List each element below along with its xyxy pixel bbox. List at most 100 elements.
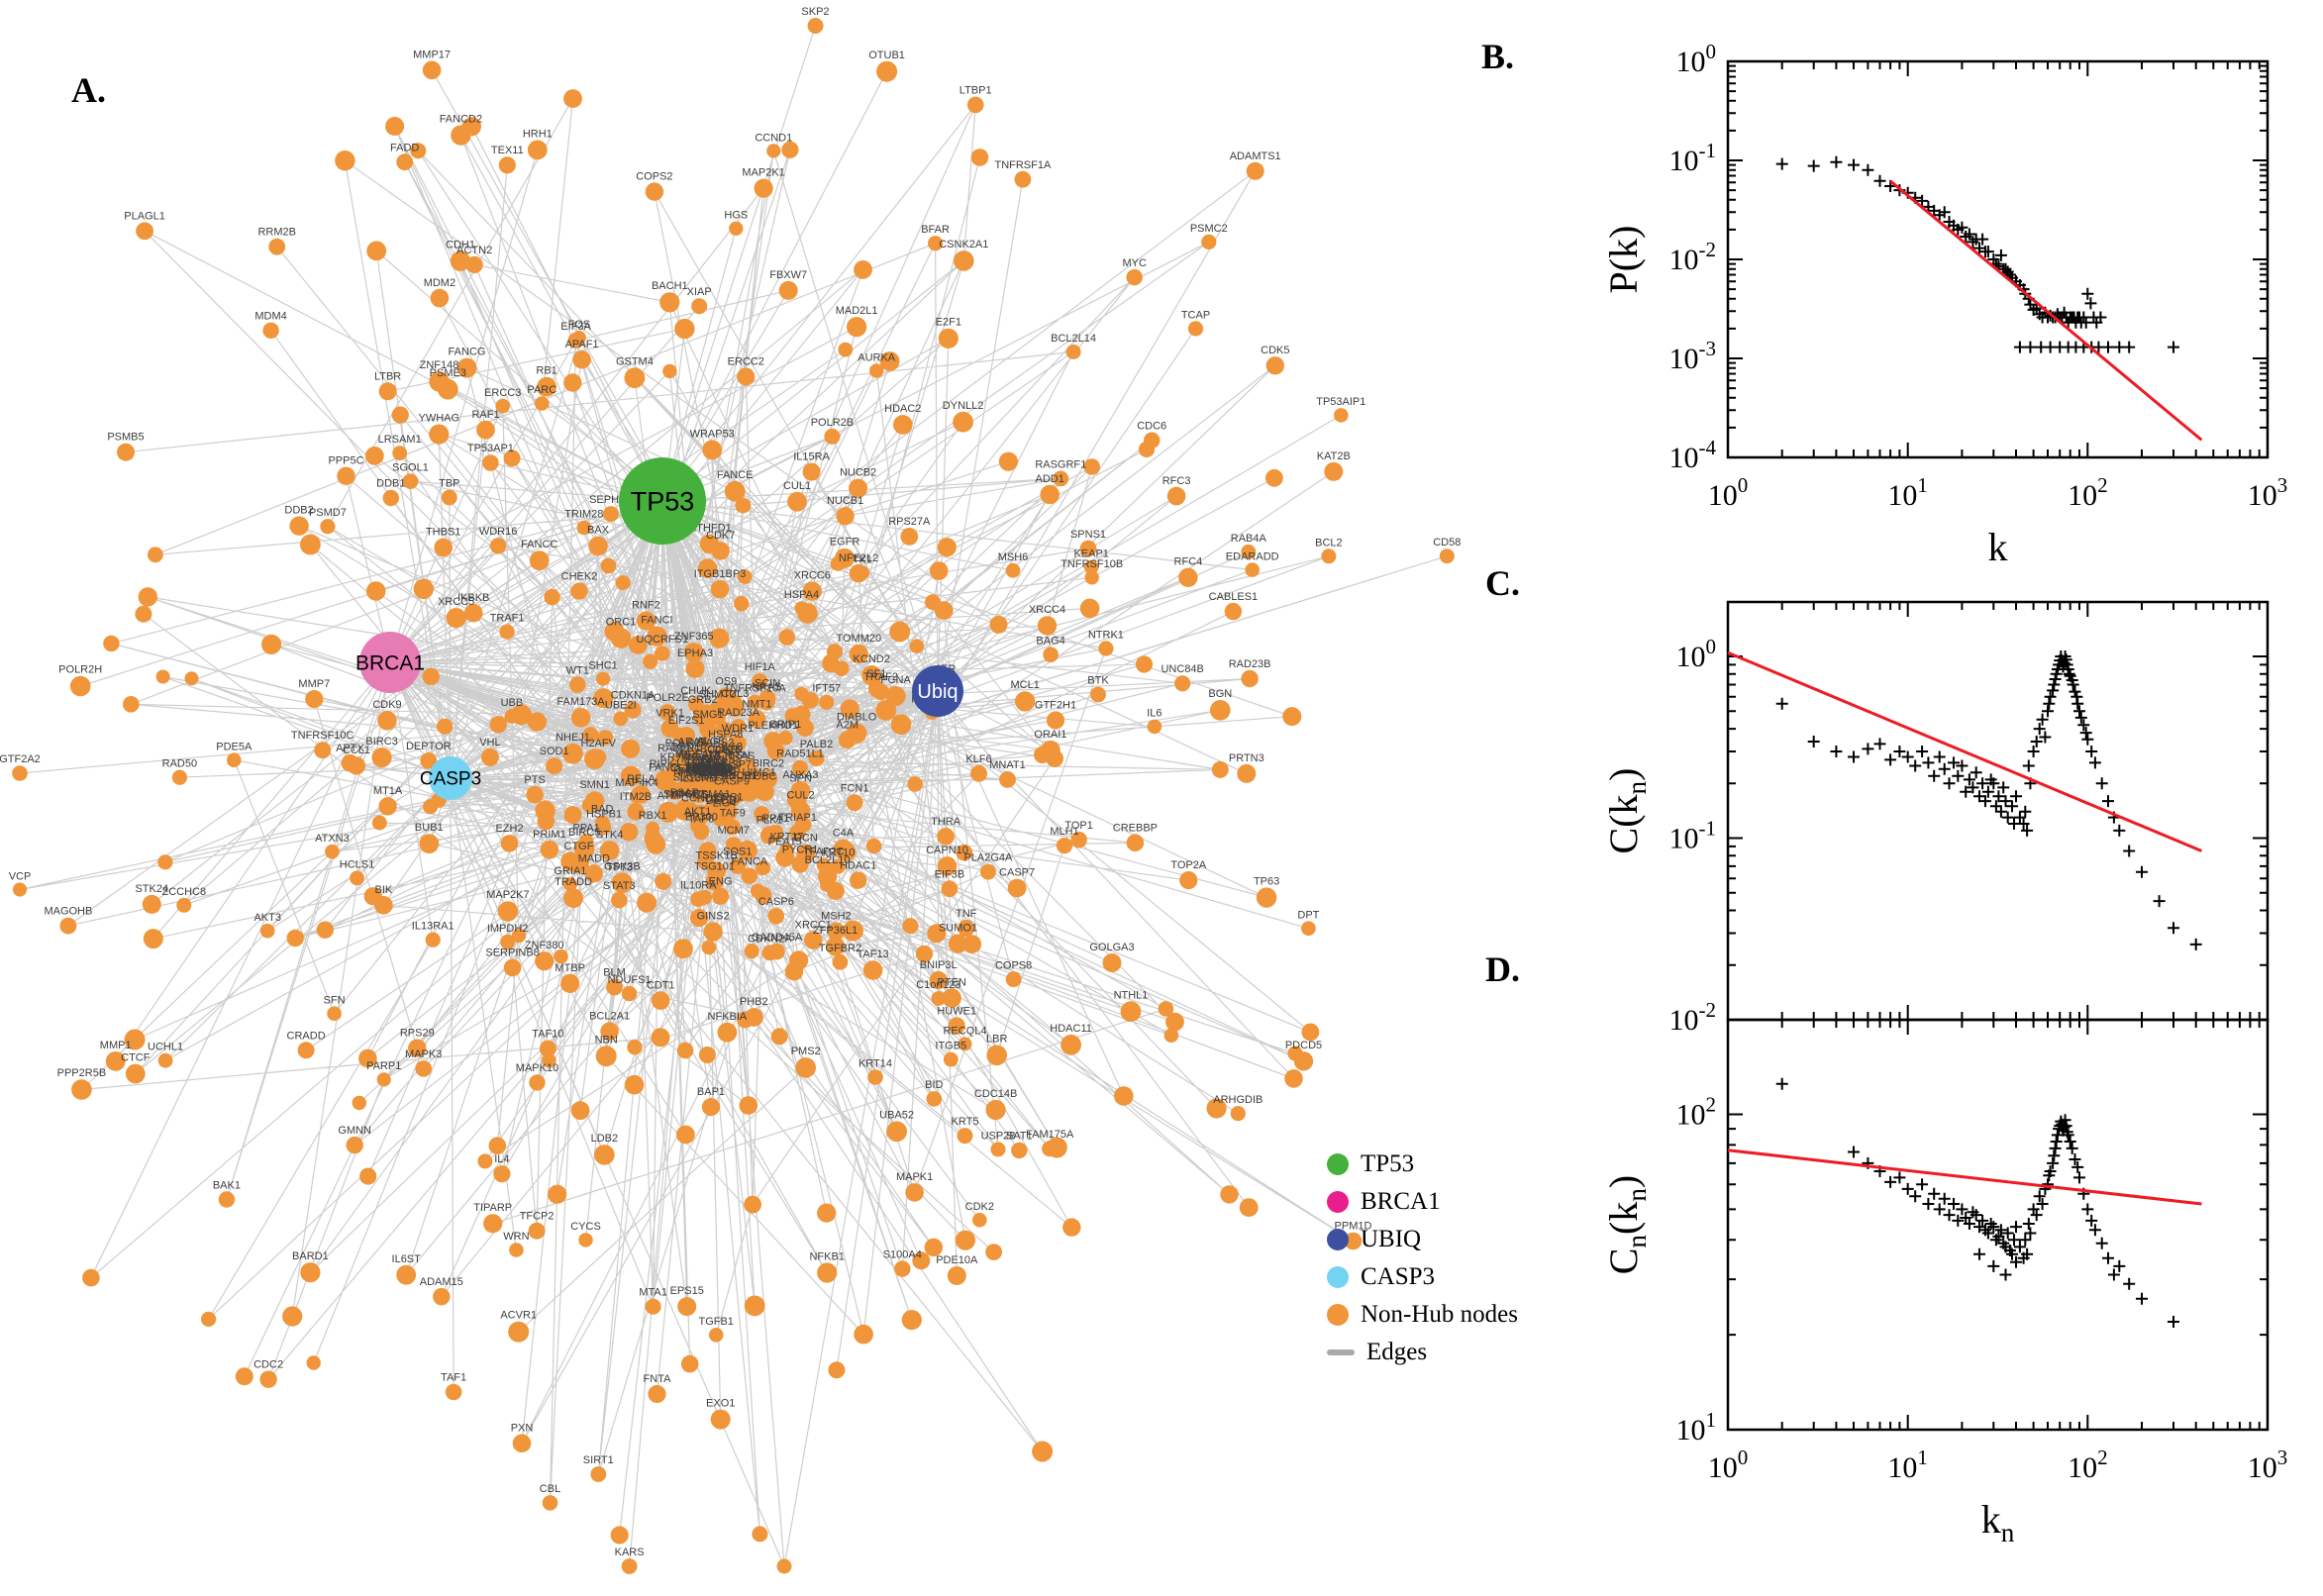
svg-text:KRT5: KRT5 bbox=[952, 1116, 979, 1128]
svg-text:PRIM1: PRIM1 bbox=[533, 829, 566, 841]
svg-text:PSMD1: PSMD1 bbox=[694, 761, 732, 773]
svg-text:PZP: PZP bbox=[707, 756, 728, 768]
svg-text:ANXA3: ANXA3 bbox=[782, 769, 818, 781]
svg-text:S100A4: S100A4 bbox=[883, 1248, 922, 1260]
svg-text:NFKB1: NFKB1 bbox=[809, 1250, 844, 1262]
svg-text:TOP1: TOP1 bbox=[1064, 820, 1093, 832]
svg-text:SUMO1: SUMO1 bbox=[939, 923, 977, 935]
svg-text:OPTN: OPTN bbox=[713, 745, 744, 756]
svg-text:MAP2K1: MAP2K1 bbox=[742, 167, 784, 179]
svg-text:VHL: VHL bbox=[479, 737, 500, 748]
svg-text:TGFBR2: TGFBR2 bbox=[819, 943, 861, 954]
svg-text:GMNN: GMNN bbox=[338, 1125, 371, 1137]
svg-text:OS9: OS9 bbox=[715, 675, 737, 687]
svg-text:ZCCHC8: ZCCHC8 bbox=[161, 886, 206, 898]
svg-text:CASP8: CASP8 bbox=[706, 757, 742, 769]
svg-text:UBA52: UBA52 bbox=[879, 1109, 914, 1121]
svg-text:GOLGA3: GOLGA3 bbox=[1089, 942, 1134, 953]
svg-text:NRAS: NRAS bbox=[752, 681, 782, 693]
svg-text:RELA: RELA bbox=[627, 773, 656, 785]
svg-text:RBX1: RBX1 bbox=[639, 810, 667, 822]
svg-text:AKT1: AKT1 bbox=[684, 806, 712, 818]
svg-text:DCN: DCN bbox=[794, 833, 818, 845]
svg-text:CASP9: CASP9 bbox=[714, 775, 750, 787]
svg-text:HSPA4: HSPA4 bbox=[784, 589, 819, 601]
svg-text:BAG4: BAG4 bbox=[1036, 636, 1064, 648]
svg-text:PEA15: PEA15 bbox=[768, 837, 802, 848]
svg-text:THBS1: THBS1 bbox=[426, 527, 460, 539]
svg-text:BCL2L14: BCL2L14 bbox=[1051, 333, 1096, 345]
svg-text:IL6ST: IL6ST bbox=[392, 1253, 422, 1265]
svg-text:FOS: FOS bbox=[568, 319, 591, 331]
svg-text:EP300: EP300 bbox=[685, 812, 718, 824]
svg-text:SHC1: SHC1 bbox=[588, 660, 617, 672]
svg-text:UBC: UBC bbox=[754, 771, 776, 783]
svg-text:ATXN3: ATXN3 bbox=[315, 833, 350, 845]
svg-text:CDK5: CDK5 bbox=[1261, 345, 1289, 356]
svg-text:POLR2B: POLR2B bbox=[811, 417, 854, 429]
svg-text:TP53: TP53 bbox=[631, 486, 695, 516]
svg-text:BTK: BTK bbox=[1087, 675, 1109, 687]
svg-text:KLF6: KLF6 bbox=[965, 753, 991, 765]
svg-text:CASP6: CASP6 bbox=[758, 896, 794, 908]
svg-text:EPHA3: EPHA3 bbox=[677, 648, 713, 659]
svg-text:DPT: DPT bbox=[1297, 909, 1319, 921]
legend-item-non-hub-nodes: Non-Hub nodes bbox=[1327, 1301, 1518, 1328]
svg-text:STK24: STK24 bbox=[135, 883, 168, 895]
svg-text:LTBP1: LTBP1 bbox=[960, 85, 992, 97]
svg-text:APTX: APTX bbox=[336, 743, 364, 754]
svg-text:CYCS: CYCS bbox=[570, 1221, 601, 1233]
svg-text:UCHL1: UCHL1 bbox=[148, 1042, 183, 1053]
svg-text:MSH6: MSH6 bbox=[998, 551, 1029, 563]
svg-text:TGFB1: TGFB1 bbox=[698, 1316, 733, 1328]
svg-text:TP63: TP63 bbox=[1254, 875, 1279, 887]
svg-text:CHUK: CHUK bbox=[680, 685, 712, 697]
svg-text:SIRT1: SIRT1 bbox=[583, 1454, 614, 1466]
svg-text:BAX: BAX bbox=[587, 525, 610, 537]
svg-text:SPN: SPN bbox=[789, 773, 812, 785]
svg-text:HCLS1: HCLS1 bbox=[340, 859, 374, 871]
svg-text:COX17: COX17 bbox=[684, 751, 720, 763]
svg-text:CDC2: CDC2 bbox=[253, 1358, 283, 1370]
svg-text:A2M: A2M bbox=[836, 719, 858, 731]
svg-text:PLAGL1: PLAGL1 bbox=[124, 210, 165, 222]
svg-text:KIAA0101: KIAA0101 bbox=[673, 765, 723, 777]
svg-text:BID: BID bbox=[925, 1079, 943, 1091]
svg-text:Ubiq: Ubiq bbox=[917, 681, 958, 703]
svg-text:CEBPZ: CEBPZ bbox=[670, 763, 707, 775]
svg-text:TSSK1B: TSSK1B bbox=[696, 849, 738, 861]
legend-item-casp3: CASP3 bbox=[1327, 1263, 1518, 1290]
tick-label: 100 bbox=[1676, 40, 1717, 78]
svg-text:NUCB1: NUCB1 bbox=[827, 495, 863, 507]
svg-text:PPP2R5B: PPP2R5B bbox=[57, 1067, 107, 1079]
svg-text:CCL16: CCL16 bbox=[707, 745, 741, 756]
svg-text:EIF3B: EIF3B bbox=[935, 868, 965, 880]
svg-text:THRA: THRA bbox=[931, 816, 961, 828]
svg-text:CD58: CD58 bbox=[1433, 537, 1461, 549]
svg-text:LBR: LBR bbox=[986, 1034, 1007, 1046]
svg-text:FANCA: FANCA bbox=[731, 856, 767, 868]
svg-text:BIRC3: BIRC3 bbox=[365, 736, 397, 748]
fit-line bbox=[1889, 179, 2203, 442]
legend-item-edges: Edges bbox=[1327, 1339, 1518, 1365]
svg-text:LIG4: LIG4 bbox=[713, 798, 737, 810]
svg-text:C1orf123: C1orf123 bbox=[916, 979, 960, 991]
svg-text:MMP17: MMP17 bbox=[413, 50, 451, 61]
svg-text:SLC25A11: SLC25A11 bbox=[673, 772, 725, 784]
svg-text:CBL: CBL bbox=[540, 1483, 560, 1495]
svg-text:TGFB2: TGFB2 bbox=[698, 764, 733, 776]
svg-text:HSPA8: HSPA8 bbox=[708, 729, 743, 741]
svg-text:ATM: ATM bbox=[657, 790, 679, 802]
legend-item-brca1: BRCA1 bbox=[1327, 1188, 1518, 1215]
svg-text:STK4: STK4 bbox=[596, 829, 624, 841]
svg-text:ACVR1: ACVR1 bbox=[500, 1310, 537, 1322]
tick-label: 10-3 bbox=[1669, 337, 1717, 375]
svg-text:ARHGDIB: ARHGDIB bbox=[1213, 1094, 1262, 1106]
svg-text:MYST1: MYST1 bbox=[681, 754, 718, 766]
svg-text:MCL1: MCL1 bbox=[1011, 679, 1040, 691]
node-swatch-icon bbox=[1327, 1190, 1349, 1213]
svg-text:ADAM15: ADAM15 bbox=[420, 1276, 463, 1288]
svg-text:TP73: TP73 bbox=[607, 862, 633, 874]
legend-label: CASP3 bbox=[1361, 1262, 1436, 1290]
svg-text:C4A: C4A bbox=[833, 828, 855, 840]
